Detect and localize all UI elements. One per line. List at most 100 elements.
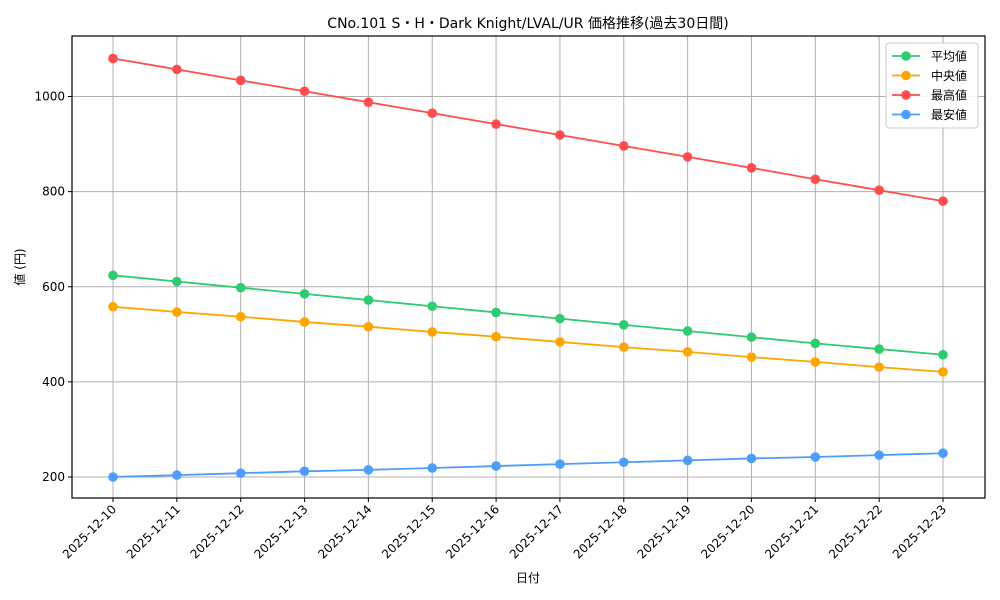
data-point — [491, 119, 501, 129]
data-point — [555, 130, 565, 140]
legend-marker-icon — [901, 90, 911, 100]
x-tick-label: 2025-12-11 — [124, 502, 183, 561]
data-point — [172, 470, 182, 480]
legend-label: 最安値 — [931, 107, 967, 122]
data-point — [299, 86, 310, 97]
data-point — [427, 301, 438, 312]
x-tick-label: 2025-12-15 — [379, 502, 438, 561]
data-point — [491, 461, 501, 471]
data-point — [363, 295, 374, 305]
x-tick-label: 2025-12-20 — [698, 502, 757, 561]
data-point — [618, 141, 629, 151]
data-point — [618, 320, 629, 330]
data-point — [874, 450, 884, 460]
data-point — [618, 457, 629, 468]
y-axis-label: 値 (円) — [12, 248, 27, 285]
series-line — [108, 448, 948, 482]
data-point — [938, 349, 948, 360]
data-point — [235, 75, 246, 86]
data-point — [427, 463, 438, 473]
legend-label: 平均値 — [931, 49, 967, 64]
data-point — [172, 307, 182, 317]
series-line — [108, 270, 948, 360]
chart-title: CNo.101 S・H・Dark Knight/LVAL/UR 価格推移(過去3… — [327, 16, 728, 32]
y-tick-label: 400 — [42, 375, 65, 389]
data-series — [108, 53, 948, 482]
data-point — [363, 321, 374, 332]
x-tick-label: 2025-12-23 — [890, 502, 949, 561]
plot-frame — [71, 35, 986, 499]
data-point — [810, 174, 821, 185]
x-tick-label: 2025-12-19 — [635, 502, 694, 561]
data-point — [874, 344, 884, 354]
data-point — [108, 53, 118, 64]
legend-marker-icon — [901, 70, 911, 81]
data-point — [938, 367, 948, 377]
data-point — [746, 453, 757, 464]
data-point — [108, 472, 118, 482]
x-tick-label: 2025-12-16 — [443, 502, 502, 561]
data-point — [810, 357, 821, 367]
data-point — [682, 455, 693, 466]
data-point — [491, 331, 501, 342]
data-point — [682, 152, 693, 162]
x-tick-label: 2025-12-17 — [507, 502, 566, 561]
data-point — [172, 276, 182, 287]
data-point — [555, 337, 565, 347]
legend-marker-icon — [901, 109, 911, 120]
x-tick-label: 2025-12-14 — [315, 502, 374, 561]
legend-item: 最高値 — [892, 88, 967, 103]
y-tick-label: 800 — [42, 185, 65, 199]
x-tick-label: 2025-12-10 — [60, 502, 119, 561]
data-point — [491, 307, 501, 318]
data-point — [938, 448, 948, 459]
data-point — [682, 326, 693, 336]
grid-lines — [72, 36, 985, 498]
legend-item: 中央値 — [892, 68, 967, 83]
y-tick-label: 200 — [42, 470, 65, 484]
x-tick-label: 2025-12-21 — [762, 502, 821, 561]
data-point — [810, 452, 821, 462]
x-tick-label: 2025-12-12 — [188, 502, 247, 561]
data-point — [235, 468, 246, 478]
y-axis-ticks: 200 400 600 800 1000 — [34, 90, 72, 484]
data-point — [555, 459, 565, 469]
x-axis-label: 日付 — [516, 571, 540, 585]
data-point — [299, 289, 310, 299]
series-line — [108, 53, 948, 206]
legend-box — [885, 42, 979, 129]
data-point — [235, 282, 246, 293]
series-line — [108, 301, 948, 377]
x-axis-ticks: 2025-12-10 2025-12-11 2025-12-12 2025-12-13… — [60, 498, 949, 561]
data-point — [874, 185, 884, 195]
data-point — [618, 342, 629, 352]
data-point — [427, 327, 438, 337]
data-point — [363, 465, 374, 475]
data-point — [427, 108, 438, 118]
data-point — [874, 362, 884, 372]
data-point — [299, 466, 310, 477]
data-point — [682, 347, 693, 357]
data-point — [555, 313, 565, 324]
x-tick-label: 2025-12-13 — [251, 502, 310, 561]
data-point — [108, 301, 118, 312]
data-point — [235, 311, 246, 322]
data-point — [746, 163, 757, 173]
x-tick-label: 2025-12-22 — [826, 502, 885, 561]
data-point — [746, 332, 757, 342]
data-point — [363, 97, 374, 108]
data-point — [299, 317, 310, 327]
legend-item: 最安値 — [892, 107, 967, 122]
x-tick-label: 2025-12-18 — [571, 502, 630, 561]
legend-label: 中央値 — [931, 68, 967, 83]
data-point — [746, 352, 757, 362]
legend-item: 平均値 — [892, 49, 967, 64]
y-tick-label: 600 — [42, 280, 65, 294]
data-point — [938, 196, 948, 206]
data-point — [810, 338, 821, 349]
legend-marker-icon — [901, 51, 911, 61]
data-point — [172, 64, 182, 75]
